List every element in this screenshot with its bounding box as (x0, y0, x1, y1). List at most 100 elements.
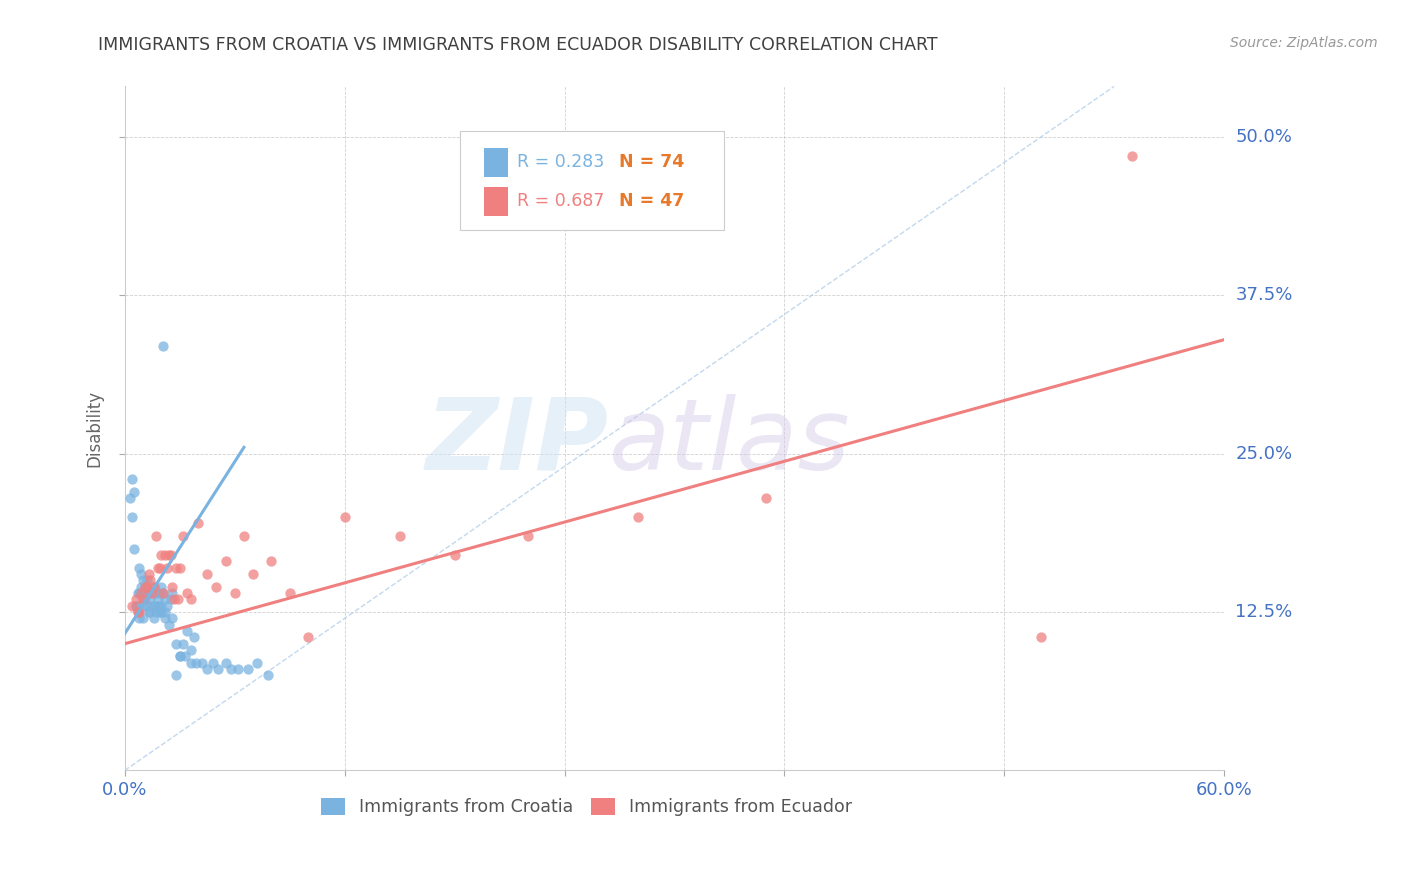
Point (132, 592, 155, 607)
Point (120, 491, 142, 505)
Point (121, 599, 143, 613)
Point (162, 586, 184, 600)
FancyBboxPatch shape (484, 187, 509, 216)
Point (165, 668, 187, 682)
Point (135, 586, 157, 600)
Text: R = 0.687: R = 0.687 (517, 193, 605, 211)
Point (141, 599, 163, 613)
Point (128, 586, 150, 600)
Text: 50.0%: 50.0% (1236, 128, 1292, 146)
Point (135, 580, 157, 594)
Point (139, 592, 162, 607)
Point (207, 662, 229, 676)
Point (256, 668, 278, 682)
Point (167, 592, 190, 607)
Point (132, 586, 155, 600)
FancyBboxPatch shape (484, 148, 509, 177)
Point (153, 548, 176, 562)
Point (128, 611, 150, 625)
Point (121, 472, 143, 486)
Point (214, 656, 236, 670)
Point (169, 649, 191, 664)
Point (195, 662, 218, 676)
Point (153, 611, 176, 625)
Point (278, 586, 301, 600)
Point (176, 586, 198, 600)
Point (159, 592, 181, 607)
FancyBboxPatch shape (460, 131, 724, 230)
Point (150, 599, 173, 613)
Point (134, 580, 156, 594)
Point (149, 586, 172, 600)
Text: R = 0.283: R = 0.283 (517, 153, 605, 171)
Point (134, 580, 156, 594)
Point (143, 580, 166, 594)
Point (180, 656, 202, 670)
Point (153, 605, 176, 619)
Point (150, 548, 173, 562)
Point (236, 662, 259, 676)
Point (139, 574, 162, 588)
Point (165, 637, 187, 651)
Point (131, 580, 153, 594)
Point (205, 580, 228, 594)
Point (163, 592, 186, 607)
Point (146, 599, 169, 613)
Point (191, 656, 214, 670)
Point (228, 662, 250, 676)
Point (157, 617, 180, 632)
Point (145, 586, 167, 600)
Text: IMMIGRANTS FROM CROATIA VS IMMIGRANTS FROM ECUADOR DISABILITY CORRELATION CHART: IMMIGRANTS FROM CROATIA VS IMMIGRANTS FR… (98, 36, 938, 54)
Point (183, 631, 205, 645)
Text: Source: ZipAtlas.com: Source: ZipAtlas.com (1230, 36, 1378, 50)
Point (145, 605, 167, 619)
Point (135, 599, 157, 613)
Point (157, 548, 180, 562)
Point (141, 586, 163, 600)
Point (132, 611, 155, 625)
Point (146, 592, 169, 607)
Point (132, 574, 155, 588)
Point (150, 605, 173, 619)
Point (127, 605, 149, 619)
Point (134, 592, 156, 607)
Point (172, 637, 194, 651)
Point (755, 491, 778, 505)
Point (149, 605, 172, 619)
Point (186, 656, 208, 670)
Point (128, 605, 150, 619)
Text: ZIP: ZIP (426, 393, 609, 491)
Point (138, 605, 160, 619)
Point (143, 580, 166, 594)
Point (141, 586, 163, 600)
Point (152, 586, 174, 600)
Point (195, 567, 218, 582)
Point (127, 605, 149, 619)
Point (242, 567, 264, 582)
Point (122, 484, 145, 499)
Point (146, 560, 169, 574)
Point (162, 580, 184, 594)
Point (201, 656, 224, 670)
Point (627, 510, 650, 524)
Point (232, 529, 254, 543)
Point (131, 586, 153, 600)
Point (169, 649, 191, 664)
Point (246, 656, 269, 670)
Point (122, 541, 145, 556)
Point (125, 599, 148, 613)
Point (162, 611, 184, 625)
Point (146, 599, 169, 613)
Point (132, 592, 155, 607)
Point (135, 574, 157, 588)
Point (139, 605, 162, 619)
Point (143, 611, 166, 625)
Point (187, 516, 209, 531)
Point (388, 529, 411, 543)
Point (156, 560, 179, 574)
Point (219, 662, 242, 676)
Point (152, 339, 174, 353)
Point (165, 560, 187, 574)
Point (128, 560, 150, 574)
Point (176, 624, 198, 638)
